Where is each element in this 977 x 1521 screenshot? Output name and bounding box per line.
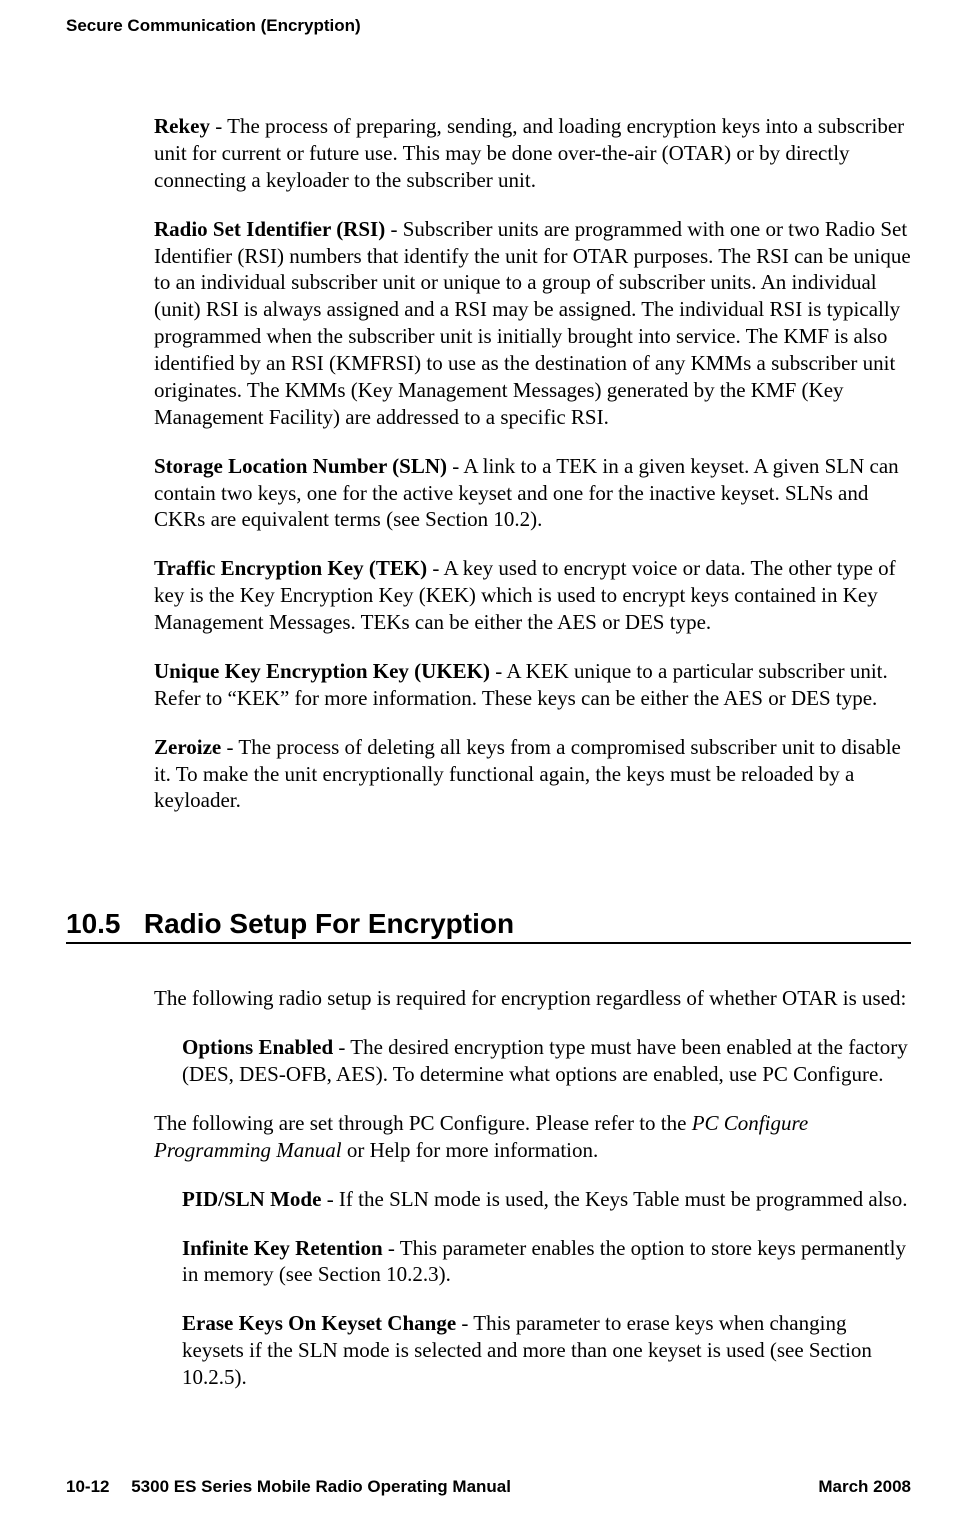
- term-rekey: Rekey: [154, 114, 210, 138]
- infinite-key-retention: Infinite Key Retention - This parameter …: [182, 1235, 911, 1289]
- definition-rsi: Radio Set Identifier (RSI) - Subscriber …: [154, 216, 911, 431]
- options-enabled: Options Enabled - The desired encryption…: [182, 1034, 911, 1088]
- section-intro-1: The following radio setup is required fo…: [154, 985, 911, 1012]
- section-intro-2: The following are set through PC Configu…: [154, 1110, 911, 1164]
- intro2a: The following are set through PC Configu…: [154, 1111, 692, 1135]
- term-sln: Storage Location Number (SLN): [154, 454, 447, 478]
- definition-rekey: Rekey - The process of preparing, sendin…: [154, 113, 911, 194]
- text-pid-sln: - If the SLN mode is used, the Keys Tabl…: [321, 1187, 907, 1211]
- footer: 10-12 5300 ES Series Mobile Radio Operat…: [66, 1477, 911, 1497]
- footer-left: 10-12 5300 ES Series Mobile Radio Operat…: [66, 1477, 511, 1497]
- text-rekey: - The process of preparing, sending, and…: [154, 114, 904, 192]
- section-rule: [66, 942, 911, 944]
- erase-keys-on-keyset-change: Erase Keys On Keyset Change - This param…: [182, 1310, 911, 1391]
- term-pid-sln: PID/SLN Mode: [182, 1187, 321, 1211]
- text-rsi: - Subscriber units are programmed with o…: [154, 217, 911, 429]
- running-head: Secure Communication (Encryption): [66, 16, 911, 36]
- section-number: 10.5: [66, 908, 121, 939]
- definition-ukek: Unique Key Encryption Key (UKEK) - A KEK…: [154, 658, 911, 712]
- text-zeroize: - The process of deleting all keys from …: [154, 735, 901, 813]
- section-body: The following radio setup is required fo…: [154, 964, 911, 1413]
- term-ukek: Unique Key Encryption Key (UKEK): [154, 659, 490, 683]
- term-rsi: Radio Set Identifier (RSI): [154, 217, 385, 241]
- term-options-enabled: Options Enabled: [182, 1035, 333, 1059]
- term-zeroize: Zeroize: [154, 735, 221, 759]
- term-tek: Traffic Encryption Key (TEK): [154, 556, 427, 580]
- section-title: Radio Setup For Encryption: [144, 908, 514, 939]
- definition-sln: Storage Location Number (SLN) - A link t…: [154, 453, 911, 534]
- term-infinite-key: Infinite Key Retention: [182, 1236, 383, 1260]
- body-column: Rekey - The process of preparing, sendin…: [154, 92, 911, 836]
- definition-tek: Traffic Encryption Key (TEK) - A key use…: [154, 555, 911, 636]
- pid-sln-mode: PID/SLN Mode - If the SLN mode is used, …: [182, 1186, 911, 1213]
- term-erase-keys: Erase Keys On Keyset Change: [182, 1311, 456, 1335]
- definition-zeroize: Zeroize - The process of deleting all ke…: [154, 734, 911, 815]
- section-heading: 10.5 Radio Setup For Encryption: [66, 908, 911, 940]
- spacer: [66, 1413, 911, 1461]
- intro2b: or Help for more information.: [342, 1138, 599, 1162]
- footer-right: March 2008: [818, 1477, 911, 1497]
- page: Secure Communication (Encryption) Rekey …: [0, 0, 977, 1521]
